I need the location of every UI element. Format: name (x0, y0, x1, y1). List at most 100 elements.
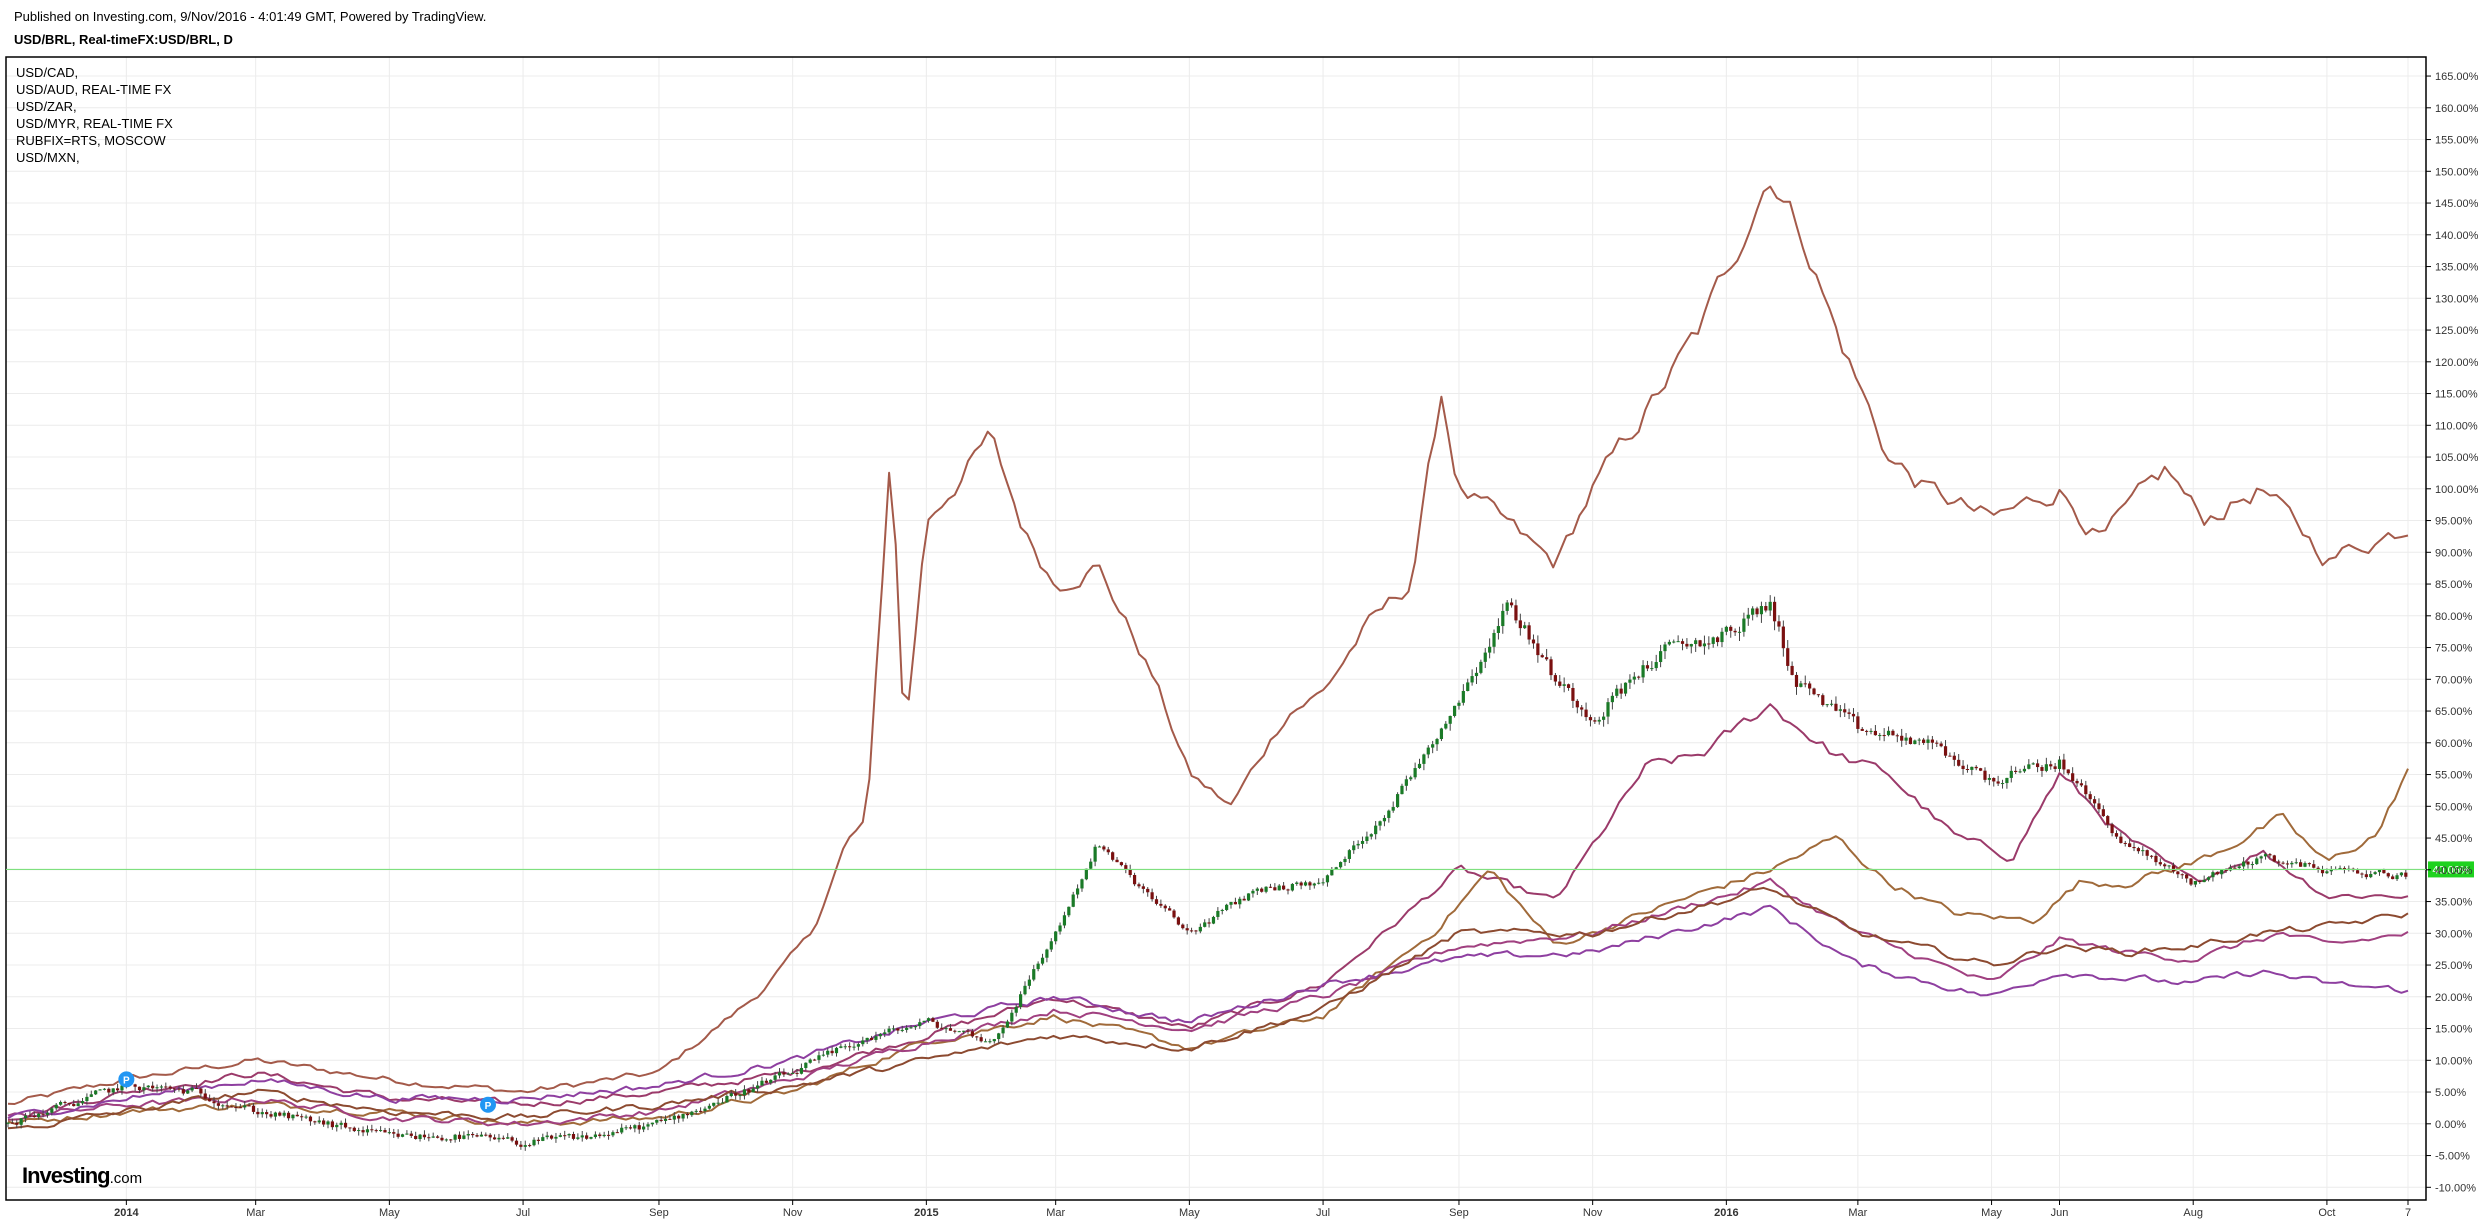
candle-body (115, 1088, 120, 1091)
candle-body (1808, 683, 1812, 689)
series-line-usd-cad[interactable] (7, 904, 2409, 1120)
candle-body (690, 1111, 694, 1116)
x-tick-label: Jul (516, 1207, 530, 1219)
candle-body (1400, 785, 1404, 795)
candle-body (729, 1093, 733, 1097)
candle-body (878, 1033, 882, 1037)
candle-body (2110, 824, 2114, 834)
candle-body (1378, 821, 1382, 826)
y-tick-label: 65.00% (2435, 706, 2473, 718)
candle-body (650, 1122, 654, 1125)
series-line-usd-mxn[interactable] (7, 877, 2409, 1127)
candle-body (834, 1047, 839, 1054)
y-tick-label: 150.00% (2435, 166, 2479, 178)
candle-body (1742, 618, 1746, 632)
series-line-rubfix-rts-moscow[interactable] (7, 185, 2409, 1105)
candle-body (1128, 869, 1132, 876)
candle-body (2097, 803, 2101, 810)
legend-item-usd-myr[interactable]: USD/MYR, REAL-TIME FX (16, 116, 173, 131)
candle-body (1168, 908, 1172, 911)
candle-body (1106, 849, 1110, 853)
candle-body (672, 1115, 676, 1120)
candle-body (1286, 889, 1290, 891)
candle-body (1715, 637, 1720, 643)
candle-body (2088, 794, 2092, 800)
candle-body (1584, 709, 1588, 718)
candle-body (957, 1031, 961, 1033)
candle-body (1545, 657, 1549, 660)
candle-body (2404, 872, 2408, 877)
candle-body (988, 1041, 992, 1043)
candle-body (804, 1062, 808, 1068)
candle-body (900, 1029, 904, 1031)
candle-body (357, 1130, 361, 1132)
candle-body (1856, 716, 1860, 729)
candle-body (1851, 713, 1856, 717)
candle-body (2092, 799, 2097, 804)
candle-body (628, 1127, 633, 1129)
investing-logo[interactable]: Investing.com (22, 1163, 142, 1189)
candle-body (668, 1118, 672, 1120)
candle-body (948, 1028, 953, 1031)
event-marker[interactable] (118, 1071, 135, 1088)
series-line-usd-zar[interactable] (7, 703, 2409, 1121)
candle-body (764, 1080, 768, 1083)
candle-body (2206, 877, 2211, 880)
candle-body (1075, 888, 1080, 895)
candle-body (181, 1089, 185, 1094)
candle-body (663, 1118, 668, 1121)
candle-body (322, 1120, 326, 1125)
x-tick-label: Aug (2183, 1207, 2203, 1219)
y-tick-label: 45.00% (2435, 833, 2473, 845)
y-tick-label: 135.00% (2435, 262, 2479, 274)
candle-body (558, 1135, 562, 1137)
candle-body (953, 1030, 957, 1032)
x-tick-label: Nov (1583, 1207, 1603, 1219)
legend-item-usd-aud[interactable]: USD/AUD, REAL-TIME FX (16, 82, 172, 97)
event-marker[interactable] (480, 1096, 496, 1113)
candle-body (352, 1127, 356, 1132)
candle-body (1312, 883, 1316, 886)
candle-body (343, 1122, 348, 1128)
legend-item-usd-zar[interactable]: USD/ZAR, (16, 99, 77, 114)
candle-body (1935, 742, 1939, 744)
series-line-usd-aud-real-time-fx[interactable] (7, 886, 2409, 1130)
candle-body (637, 1125, 641, 1130)
candle-body (703, 1108, 707, 1111)
candle-body (2031, 763, 2035, 765)
candle-body (742, 1089, 747, 1096)
legend-item-usd-mxn[interactable]: USD/MXN, (16, 150, 80, 165)
candle-body (585, 1135, 589, 1139)
candle-body (1154, 899, 1159, 904)
candle-body (975, 1036, 979, 1038)
candle-body (1303, 882, 1308, 886)
candle-body (256, 1111, 260, 1115)
candle-body (379, 1130, 383, 1132)
candle-body (1654, 662, 1658, 669)
x-tick-label: Nov (783, 1207, 803, 1219)
y-tick-label: 0.00% (2435, 1119, 2466, 1131)
candle-body (830, 1050, 834, 1054)
candle-body (1347, 850, 1351, 859)
candle-body (1150, 892, 1154, 900)
candle-body (107, 1088, 111, 1093)
candle-body (2171, 865, 2176, 872)
candle-body (2303, 863, 2307, 867)
candle-body (2049, 764, 2053, 767)
candle-body (1181, 924, 1185, 929)
candle-body (1461, 690, 1465, 703)
candle-body (348, 1127, 352, 1129)
legend-item-rubfix[interactable]: RUBFIX=RTS, MOSCOW (16, 133, 166, 148)
candle-body (1251, 890, 1255, 894)
candle-body (2084, 785, 2088, 795)
candle-body (435, 1136, 440, 1138)
legend-item-usd-cad[interactable]: USD/CAD, (16, 65, 79, 80)
candle-body (1163, 905, 1167, 909)
candle-body (1983, 770, 1987, 780)
candle-body (1299, 882, 1303, 886)
logo-suffix: .com (109, 1170, 143, 1187)
candle-body (2211, 872, 2215, 878)
candle-body (1023, 985, 1027, 995)
candle-body (1759, 606, 1764, 615)
